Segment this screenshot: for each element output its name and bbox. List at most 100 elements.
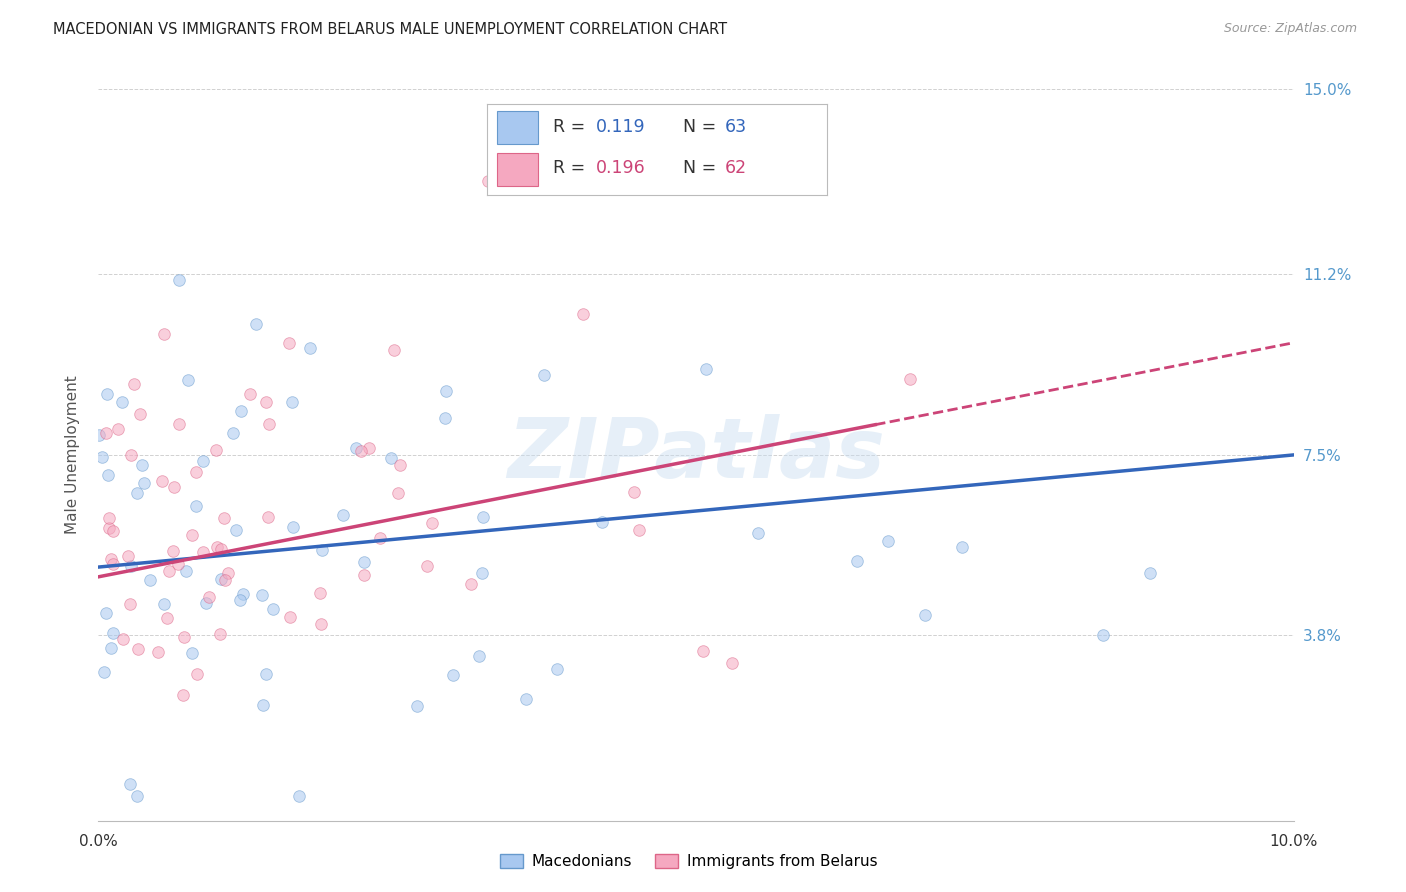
Macedonians bbox=[91, 450, 114, 464]
Macedonians bbox=[252, 698, 274, 712]
Macedonians bbox=[177, 373, 200, 387]
Immigrants from Belarus bbox=[184, 465, 207, 479]
Immigrants from Belarus bbox=[173, 630, 195, 644]
Macedonians bbox=[167, 273, 190, 287]
Immigrants from Belarus bbox=[152, 327, 174, 342]
Immigrants from Belarus bbox=[167, 558, 190, 572]
Macedonians bbox=[191, 454, 214, 468]
Macedonians bbox=[471, 509, 494, 524]
Macedonians bbox=[120, 777, 142, 791]
Immigrants from Belarus bbox=[214, 573, 236, 587]
Immigrants from Belarus bbox=[623, 484, 645, 499]
Immigrants from Belarus bbox=[214, 511, 236, 525]
Immigrants from Belarus bbox=[257, 510, 280, 524]
Immigrants from Belarus bbox=[309, 617, 332, 632]
Macedonians bbox=[100, 641, 122, 656]
Immigrants from Belarus bbox=[197, 590, 219, 604]
Immigrants from Belarus bbox=[278, 335, 301, 350]
Macedonians bbox=[546, 662, 568, 676]
Macedonians bbox=[232, 587, 254, 601]
Immigrants from Belarus bbox=[193, 545, 215, 559]
Immigrants from Belarus bbox=[103, 557, 125, 571]
Macedonians bbox=[434, 384, 457, 398]
Immigrants from Belarus bbox=[720, 656, 742, 670]
Immigrants from Belarus bbox=[239, 386, 262, 401]
Immigrants from Belarus bbox=[111, 632, 134, 647]
Immigrants from Belarus bbox=[181, 528, 204, 542]
Macedonians bbox=[96, 386, 118, 401]
Immigrants from Belarus bbox=[157, 565, 180, 579]
Immigrants from Belarus bbox=[100, 552, 122, 566]
Macedonians bbox=[533, 368, 555, 382]
Macedonians bbox=[747, 525, 769, 540]
Y-axis label: Male Unemployment: Male Unemployment bbox=[65, 376, 80, 534]
Macedonians bbox=[184, 499, 207, 513]
Macedonians bbox=[950, 540, 973, 554]
Macedonians bbox=[134, 475, 156, 490]
Immigrants from Belarus bbox=[217, 566, 239, 580]
Immigrants from Belarus bbox=[382, 343, 405, 357]
Immigrants from Belarus bbox=[101, 524, 124, 538]
Immigrants from Belarus bbox=[477, 174, 499, 188]
Immigrants from Belarus bbox=[257, 417, 280, 431]
Immigrants from Belarus bbox=[353, 567, 375, 582]
Immigrants from Belarus bbox=[416, 559, 439, 574]
Immigrants from Belarus bbox=[118, 597, 141, 611]
Macedonians bbox=[125, 485, 148, 500]
Text: MACEDONIAN VS IMMIGRANTS FROM BELARUS MALE UNEMPLOYMENT CORRELATION CHART: MACEDONIAN VS IMMIGRANTS FROM BELARUS MA… bbox=[53, 22, 727, 37]
Macedonians bbox=[311, 542, 333, 557]
Immigrants from Belarus bbox=[387, 485, 409, 500]
Text: Source: ZipAtlas.com: Source: ZipAtlas.com bbox=[1223, 22, 1357, 36]
Immigrants from Belarus bbox=[368, 531, 391, 545]
Macedonians bbox=[434, 411, 457, 425]
Macedonians bbox=[194, 597, 217, 611]
Immigrants from Belarus bbox=[146, 645, 169, 659]
Macedonians bbox=[1091, 627, 1114, 641]
Macedonians bbox=[231, 404, 253, 418]
Immigrants from Belarus bbox=[150, 474, 173, 488]
Macedonians bbox=[93, 665, 115, 679]
Macedonians bbox=[225, 524, 247, 538]
Macedonians bbox=[110, 395, 132, 409]
Macedonians bbox=[914, 607, 936, 622]
Macedonians bbox=[591, 515, 613, 529]
Macedonians bbox=[406, 698, 429, 713]
Immigrants from Belarus bbox=[357, 442, 380, 456]
Macedonians bbox=[131, 458, 153, 473]
Macedonians bbox=[288, 789, 311, 804]
Immigrants from Belarus bbox=[209, 626, 232, 640]
Immigrants from Belarus bbox=[254, 394, 277, 409]
Legend: Macedonians, Immigrants from Belarus: Macedonians, Immigrants from Belarus bbox=[494, 848, 884, 875]
Macedonians bbox=[281, 394, 304, 409]
Macedonians bbox=[245, 317, 267, 331]
Macedonians bbox=[153, 597, 176, 611]
Macedonians bbox=[353, 555, 375, 569]
Macedonians bbox=[127, 789, 149, 804]
Immigrants from Belarus bbox=[205, 540, 228, 554]
Macedonians bbox=[283, 520, 305, 534]
Immigrants from Belarus bbox=[96, 425, 118, 440]
Macedonians bbox=[174, 564, 197, 578]
Immigrants from Belarus bbox=[205, 442, 228, 457]
Macedonians bbox=[103, 625, 125, 640]
Immigrants from Belarus bbox=[571, 307, 593, 321]
Macedonians bbox=[344, 441, 367, 455]
Immigrants from Belarus bbox=[900, 372, 922, 386]
Immigrants from Belarus bbox=[98, 510, 121, 524]
Immigrants from Belarus bbox=[628, 523, 651, 537]
Macedonians bbox=[229, 593, 252, 607]
Macedonians bbox=[332, 508, 354, 523]
Macedonians bbox=[250, 588, 273, 602]
Macedonians bbox=[471, 566, 494, 581]
Macedonians bbox=[515, 692, 537, 706]
Immigrants from Belarus bbox=[120, 448, 142, 462]
Macedonians bbox=[441, 668, 464, 682]
Immigrants from Belarus bbox=[156, 611, 179, 625]
Immigrants from Belarus bbox=[129, 407, 152, 421]
Macedonians bbox=[139, 574, 162, 588]
Immigrants from Belarus bbox=[308, 586, 330, 600]
Macedonians bbox=[87, 428, 110, 442]
Immigrants from Belarus bbox=[420, 516, 443, 531]
Macedonians bbox=[254, 667, 277, 681]
Immigrants from Belarus bbox=[122, 377, 145, 392]
